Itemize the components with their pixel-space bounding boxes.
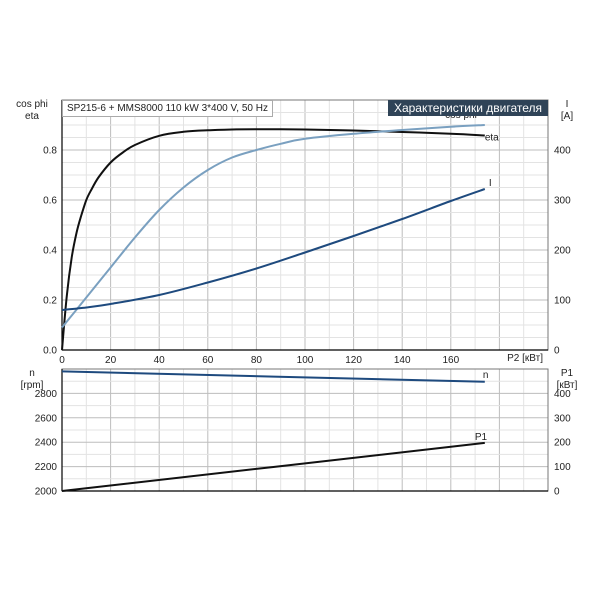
- y-right-axis-label: [A]: [561, 111, 573, 122]
- y-left-tick-label: 0.0: [43, 346, 57, 357]
- y-left-axis-label: cos phi: [16, 99, 48, 110]
- y-left-tick-label: 2200: [35, 462, 58, 473]
- y-left-tick-label: 0.8: [43, 146, 57, 157]
- y-left-axis-label: [rpm]: [21, 380, 44, 391]
- y-right-tick-label: 0: [554, 487, 560, 498]
- x-tick-label: 20: [105, 355, 117, 366]
- x-tick-label: 60: [202, 355, 214, 366]
- grid: [61, 99, 549, 492]
- series-label-eta: eta: [485, 133, 499, 144]
- series-line-i: [61, 188, 486, 311]
- x-axis-label: P2 [кВт]: [507, 353, 543, 364]
- y-right-tick-label: 400: [554, 146, 571, 157]
- y-left-tick-label: 0.2: [43, 296, 57, 307]
- series-line-p1: [61, 441, 485, 492]
- chart-title: SP215-6 + MMS8000 110 kW 3*400 V, 50 Hz: [62, 100, 273, 117]
- tick-labels: 0 20 40 60 80 100 120 140 160 0.0 0.2 0.4 0.6 0.8 0 100…: [35, 146, 571, 498]
- series-label-i: I: [489, 178, 492, 189]
- y-right-tick-label: 100: [554, 296, 571, 307]
- x-tick-label: 80: [251, 355, 263, 366]
- series-line-cos-phi: [61, 124, 485, 329]
- x-tick-label: 160: [442, 355, 459, 366]
- y-left-axis-label: n: [29, 368, 35, 379]
- y-left-tick-label: 2000: [35, 487, 58, 498]
- y-left-tick-label: 0.4: [43, 246, 57, 257]
- x-tick-label: 100: [297, 355, 314, 366]
- x-tick-label: 40: [154, 355, 166, 366]
- y-right-axis-label: I: [566, 99, 569, 110]
- series-lines: [61, 124, 486, 492]
- y-left-axis-label: eta: [25, 111, 39, 122]
- y-right-tick-label: 300: [554, 196, 571, 207]
- series-line-n: [61, 370, 485, 383]
- y-right-tick-label: 100: [554, 462, 571, 473]
- y-right-tick-label: 300: [554, 413, 571, 424]
- x-tick-label: 0: [59, 355, 65, 366]
- series-line-eta: [61, 128, 485, 351]
- y-left-tick-label: 2800: [35, 389, 58, 400]
- x-tick-label: 120: [345, 355, 362, 366]
- y-right-axis-label: [кВт]: [557, 380, 578, 391]
- y-right-axis-label: P1: [561, 368, 574, 379]
- y-left-tick-label: 2600: [35, 413, 58, 424]
- x-tick-label: 140: [394, 355, 411, 366]
- y-left-tick-label: 0.6: [43, 196, 57, 207]
- y-right-tick-label: 200: [554, 246, 571, 257]
- chart-header: Характеристики двигателя: [387, 100, 548, 116]
- y-right-tick-label: 0: [554, 346, 560, 357]
- y-left-tick-label: 2400: [35, 438, 58, 449]
- series-label-p1: P1: [475, 432, 488, 443]
- plot-frames: [61, 99, 549, 492]
- series-label-n: n: [483, 370, 489, 381]
- y-right-tick-label: 400: [554, 389, 571, 400]
- y-right-tick-label: 200: [554, 438, 571, 449]
